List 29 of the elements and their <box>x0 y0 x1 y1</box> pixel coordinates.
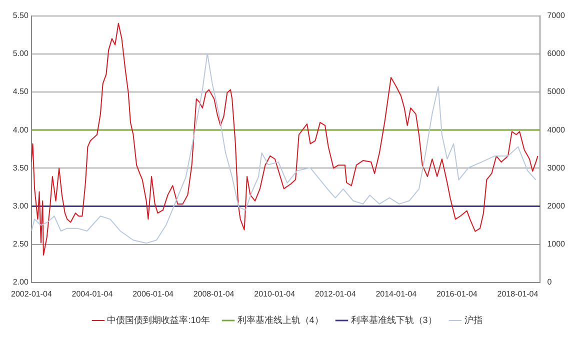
y-tick-label: 2.00 <box>12 278 30 287</box>
y2-tick-label: 3000 <box>547 163 566 172</box>
legend-label: 利率基准线下轨（3） <box>350 314 437 325</box>
x-tick-label: 2008-01-04 <box>193 289 235 298</box>
legend-label: 中债国债到期收益率:10年 <box>107 314 210 325</box>
y2-tick-label: 7000 <box>547 11 566 20</box>
y2-tick-label: 1000 <box>547 240 566 249</box>
x-tick-label: 2018-01-04 <box>497 289 539 298</box>
x-tick-label: 2006-01-04 <box>132 289 174 298</box>
x-tick-label: 2004-01-04 <box>72 289 114 298</box>
y2-tick-label: 5000 <box>547 87 566 96</box>
y2-tick-label: 6000 <box>547 49 566 58</box>
x-tick-label: 2010-01-04 <box>254 289 296 298</box>
y-tick-label: 3.50 <box>12 163 30 172</box>
legend-label: 沪指 <box>464 314 482 325</box>
x-tick-label: 2012-01-04 <box>314 289 356 298</box>
y-tick-label: 3.00 <box>12 201 30 210</box>
y2-tick-label: 4000 <box>547 125 566 134</box>
y-tick-label: 4.50 <box>12 87 30 96</box>
legend-label: 利率基准线上轨（4） <box>237 314 324 325</box>
y2-tick-label: 0 <box>547 278 552 287</box>
x-tick-label: 2014-01-04 <box>376 289 418 298</box>
y-tick-label: 4.00 <box>12 125 30 134</box>
y2-tick-label: 2000 <box>547 201 566 210</box>
x-tick-label: 2002-01-04 <box>11 289 52 298</box>
y-tick-label: 2.50 <box>12 240 30 249</box>
y-tick-label: 5.50 <box>12 11 30 20</box>
x-tick-label: 2016-01-04 <box>436 289 478 298</box>
y-tick-label: 5.00 <box>12 49 30 58</box>
